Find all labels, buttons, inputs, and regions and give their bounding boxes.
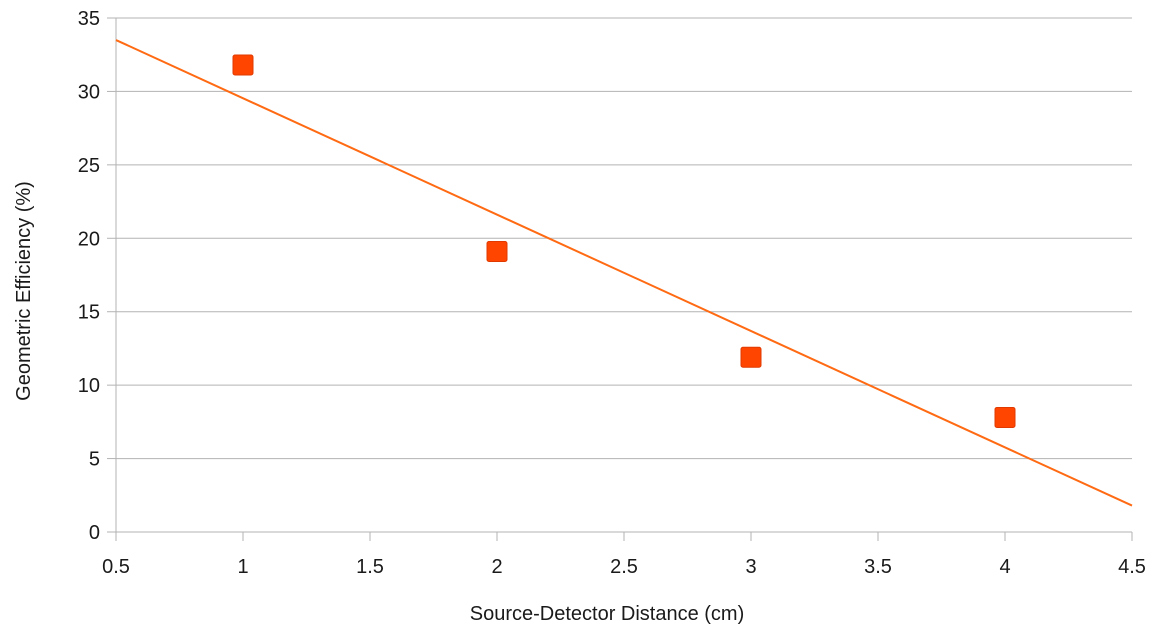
- x-tick-label: 1.5: [356, 556, 384, 578]
- axes: [107, 17, 1133, 541]
- x-tick-label: 1: [237, 556, 248, 578]
- data-point: [486, 241, 508, 263]
- trendline-layer: [115, 39, 1133, 507]
- grid-lines: [116, 17, 1132, 533]
- x-tick-label: 2.5: [610, 556, 638, 578]
- y-tick-label: 35: [78, 8, 100, 30]
- y-tick-labels: 0 5 10 15 20 25 30 35: [78, 8, 100, 544]
- data-point: [232, 54, 254, 76]
- y-tick-label: 15: [78, 302, 100, 324]
- x-tick-label: 2: [491, 556, 502, 578]
- trendline: [115, 39, 1133, 507]
- y-tick-label: 30: [78, 81, 100, 103]
- x-tick-label: 3.5: [864, 556, 892, 578]
- y-tick-label: 5: [89, 449, 100, 471]
- x-tick-label: 0.5: [102, 556, 130, 578]
- y-tick-label: 20: [78, 228, 100, 250]
- y-tick-label: 25: [78, 155, 100, 177]
- data-point: [994, 406, 1016, 428]
- x-axis-title: Source-Detector Distance (cm): [470, 603, 745, 625]
- x-tick-label: 3: [745, 556, 756, 578]
- x-tick-label: 4: [999, 556, 1010, 578]
- x-tick-labels: 0.5 1 1.5 2 2.5 3 3.5 4 4.5: [102, 556, 1146, 578]
- y-tick-label: 10: [78, 375, 100, 397]
- x-tick-label: 4.5: [1118, 556, 1146, 578]
- data-point: [740, 346, 762, 368]
- y-tick-label: 0: [89, 522, 100, 544]
- y-axis-title: Geometric Efficiency (%): [13, 181, 35, 401]
- data-points: [232, 54, 1016, 428]
